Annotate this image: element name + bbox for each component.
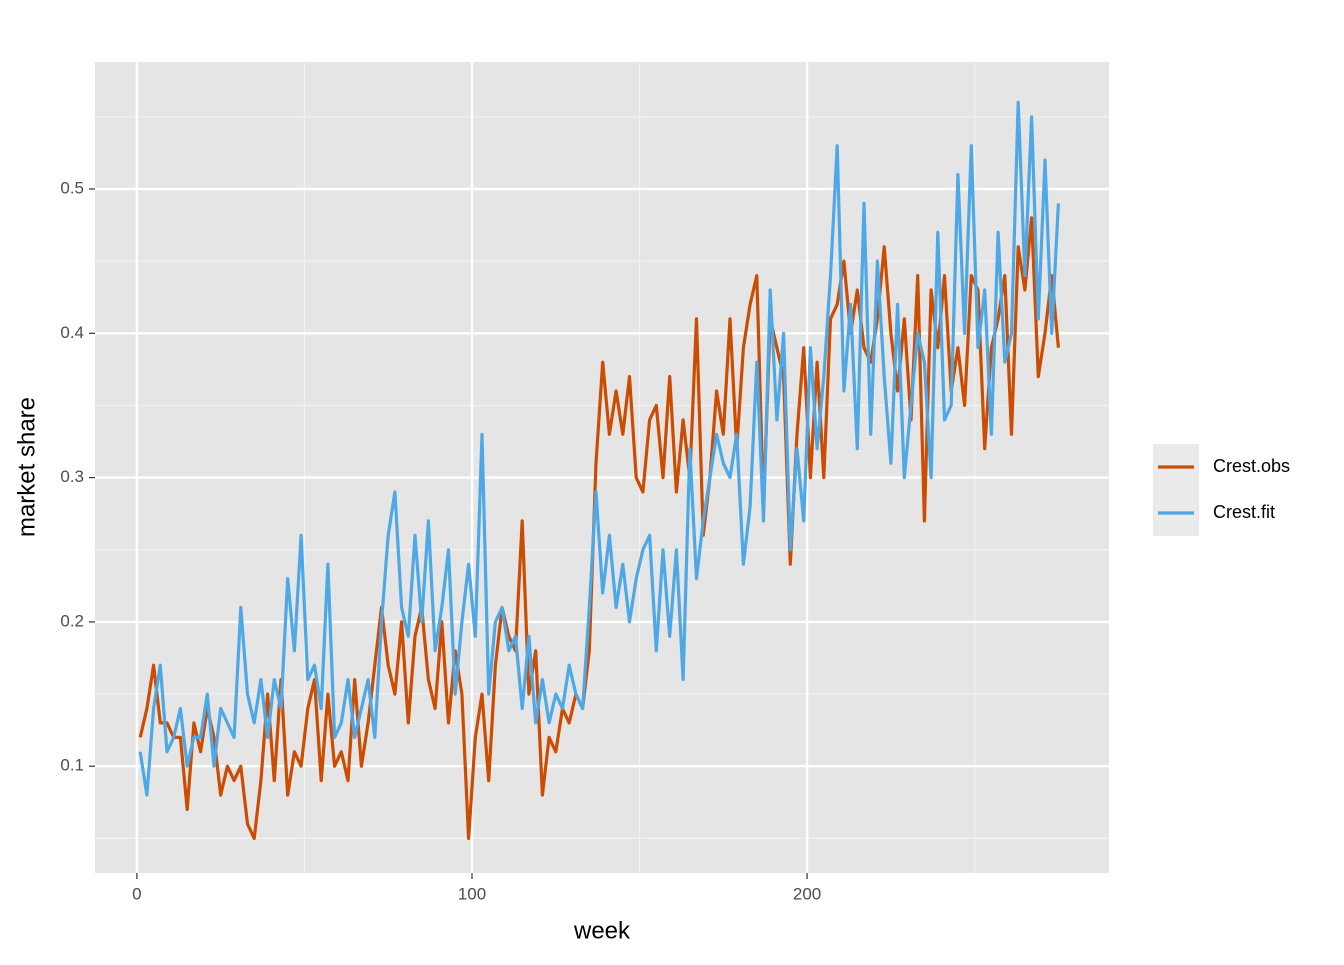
y-tick-label: 0.4 — [60, 323, 84, 342]
line-series — [138, 100, 1060, 797]
y-tick-label: 0.3 — [60, 467, 84, 486]
legend-label: Crest.obs — [1213, 456, 1290, 476]
x-axis-title: week — [573, 917, 631, 944]
x-tick-label: 100 — [458, 884, 486, 903]
line-series — [138, 216, 1060, 840]
y-tick-label: 0.5 — [60, 178, 84, 197]
legend-label: Crest.fit — [1213, 502, 1275, 522]
legend-key-bg — [1153, 444, 1199, 536]
y-axis-title: market share — [13, 397, 40, 537]
x-tick-label: 0 — [132, 884, 141, 903]
x-tick-label: 200 — [793, 884, 821, 903]
y-tick-label: 0.1 — [60, 756, 84, 775]
y-tick-label: 0.2 — [60, 611, 84, 630]
